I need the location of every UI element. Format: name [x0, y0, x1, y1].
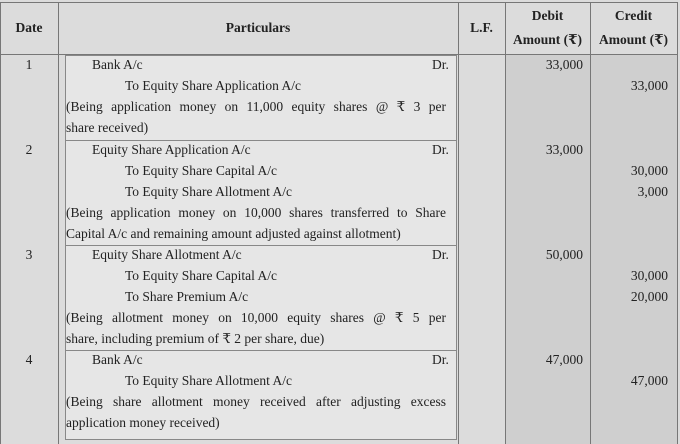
credit-account: To Equity Share Application A/c — [125, 78, 302, 93]
credit-account: To Equity Share Allotment A/c — [125, 184, 293, 199]
divider — [58, 2, 59, 444]
header-date: Date — [15, 20, 43, 35]
entry-date: 2 — [25, 142, 33, 157]
credit-account: To Equity Share Allotment A/c — [125, 373, 293, 388]
dr-label: Dr. — [432, 142, 449, 157]
divider — [458, 2, 459, 444]
credit-amount: 47,000 — [630, 373, 668, 388]
header-credit: Credit — [614, 8, 653, 23]
debit-account: Bank A/c — [92, 352, 143, 367]
divider — [677, 2, 678, 444]
divider — [505, 2, 506, 444]
debit-amount: 47,000 — [545, 352, 583, 367]
credit-account: To Equity Share Capital A/c — [125, 163, 278, 178]
journal-entry — [65, 350, 457, 440]
narration: (Being share allotment money received af… — [66, 394, 446, 409]
credit-amount: 33,000 — [630, 78, 668, 93]
narration: (Being allotment money on 10,000 equity … — [66, 310, 446, 325]
debit-amount: 33,000 — [545, 57, 583, 72]
credit-amount: 30,000 — [630, 268, 668, 283]
narration: (Being application money on 10,000 share… — [66, 205, 446, 220]
narration: Capital A/c and remaining amount adjuste… — [66, 226, 401, 241]
debit-account: Bank A/c — [92, 57, 143, 72]
dr-label: Dr. — [432, 352, 449, 367]
credit-amount: 30,000 — [630, 163, 668, 178]
narration: share received) — [66, 120, 149, 135]
narration: share, including premium of ₹ 2 per shar… — [66, 331, 325, 346]
dr-label: Dr. — [432, 247, 449, 262]
debit-amount: 50,000 — [545, 247, 583, 262]
narration: application money received) — [66, 415, 220, 430]
debit-account: Equity Share Allotment A/c — [92, 247, 242, 262]
header-lf: L.F. — [470, 20, 493, 35]
entry-date: 4 — [25, 352, 33, 367]
amount-columns-shade — [505, 55, 677, 444]
header-particulars: Particulars — [225, 20, 291, 35]
divider — [0, 54, 678, 55]
header-credit-amount: Amount (₹) — [598, 32, 669, 47]
credit-account: To Share Premium A/c — [125, 289, 249, 304]
divider — [0, 2, 1, 444]
header-debit: Debit — [531, 8, 564, 23]
divider — [590, 2, 591, 444]
debit-account: Equity Share Application A/c — [92, 142, 251, 157]
entry-date: 1 — [25, 57, 33, 72]
debit-amount: 33,000 — [545, 142, 583, 157]
header-debit-amount: Amount (₹) — [512, 32, 583, 47]
narration: (Being application money on 11,000 equit… — [66, 99, 446, 114]
journal-entry — [65, 140, 457, 251]
divider — [0, 2, 678, 3]
journal-entry — [65, 55, 457, 145]
entry-date: 3 — [25, 247, 33, 262]
credit-amount: 3,000 — [637, 184, 668, 199]
credit-account: To Equity Share Capital A/c — [125, 268, 278, 283]
credit-amount: 20,000 — [630, 289, 668, 304]
dr-label: Dr. — [432, 57, 449, 72]
journal-entry — [65, 245, 457, 356]
